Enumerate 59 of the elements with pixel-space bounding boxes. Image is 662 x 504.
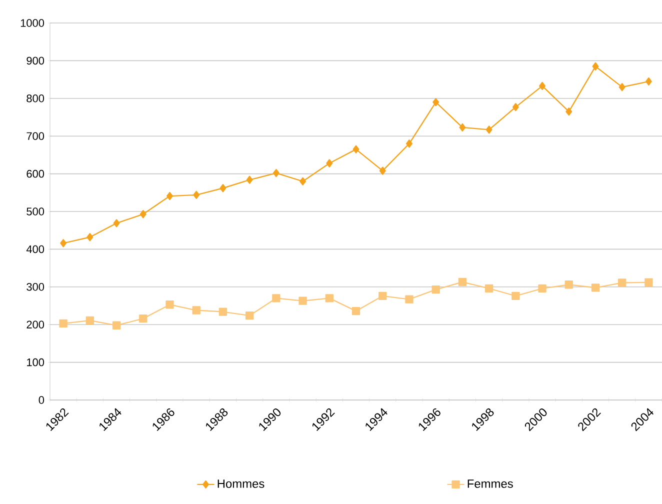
point [566, 108, 572, 116]
point [86, 233, 94, 242]
point [245, 311, 254, 320]
point [325, 294, 334, 302]
y-tick-label: 700 [26, 132, 44, 140]
point [59, 319, 68, 328]
point [272, 168, 280, 178]
point [166, 192, 173, 200]
y-tick-label: 400 [26, 245, 44, 254]
point [459, 123, 466, 132]
y-tick-label: 200 [26, 320, 44, 328]
point [458, 278, 467, 286]
point [352, 145, 360, 154]
legend-label: Femmes [468, 480, 513, 488]
point [512, 102, 519, 112]
point [193, 190, 200, 199]
y-tick-label: 100 [27, 358, 44, 366]
point [352, 306, 360, 316]
point [592, 62, 599, 70]
point [298, 296, 307, 305]
point [512, 292, 520, 300]
y-tick-label: 300 [26, 283, 44, 291]
y-tick-label: 0 [38, 396, 44, 404]
point [86, 316, 94, 325]
legend-label: Hommes [218, 480, 264, 488]
point [113, 219, 120, 228]
point [618, 278, 626, 287]
point [112, 321, 121, 330]
point [246, 176, 253, 184]
point [378, 292, 387, 300]
point [538, 284, 546, 292]
point [60, 239, 67, 248]
point [591, 284, 600, 292]
point [220, 184, 226, 192]
point [379, 166, 386, 175]
y-tick-label: 800 [26, 94, 44, 102]
point [406, 140, 412, 148]
point [300, 177, 306, 186]
point [140, 210, 146, 218]
y-tick-label: 600 [26, 170, 44, 178]
point [405, 295, 414, 304]
point [272, 294, 280, 302]
point [644, 278, 653, 286]
point [486, 126, 492, 134]
point [192, 306, 200, 314]
point [645, 77, 652, 86]
point [139, 314, 148, 323]
point [484, 284, 494, 292]
point [166, 300, 174, 309]
point [618, 83, 626, 92]
y-tick-label: 900 [26, 56, 44, 65]
point [432, 98, 440, 106]
point [539, 82, 546, 90]
point [218, 308, 228, 316]
y-tick-label: 500 [26, 208, 44, 216]
point [564, 280, 573, 289]
y-tick-label: 1000 [20, 19, 44, 27]
point [432, 285, 440, 294]
point [326, 159, 333, 168]
